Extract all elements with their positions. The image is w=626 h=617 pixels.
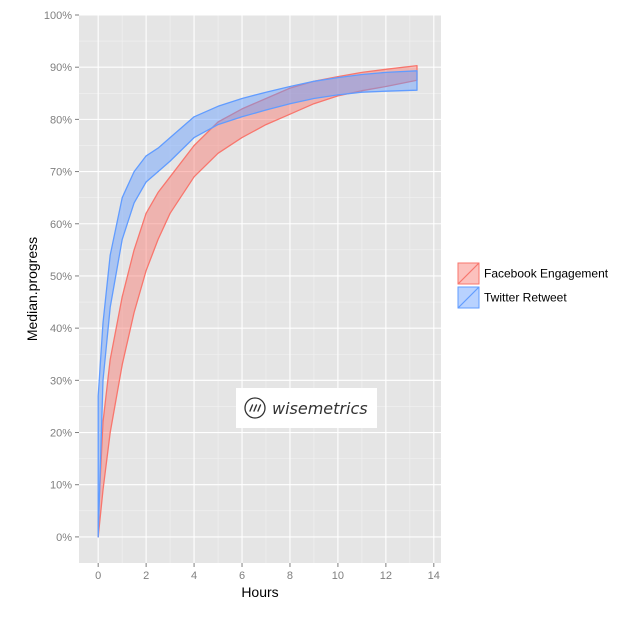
y-tick-label: 50%	[50, 271, 72, 283]
legend-label-facebook: Facebook Engagement	[484, 267, 609, 281]
legend-key-facebook-line	[457, 262, 480, 285]
y-tick-label: 90%	[50, 62, 72, 74]
ribbon-twitter-retweet	[97, 70, 418, 538]
x-tick-label: 8	[287, 570, 293, 582]
watermark-text: wisemetrics	[272, 399, 368, 418]
wisemetrics-logo-icon	[244, 397, 266, 419]
x-axis-title: Hours	[241, 584, 278, 600]
y-tick-label: 20%	[50, 428, 72, 440]
x-tick-label: 14	[428, 570, 440, 582]
x-tick-label: 4	[191, 570, 197, 582]
legend-key-twitter-line	[457, 286, 480, 309]
legend-item-twitter: Twitter Retweet	[457, 286, 567, 309]
y-tick-label: 80%	[50, 114, 72, 126]
legend-label-twitter: Twitter Retweet	[484, 291, 567, 305]
legend: Facebook Engagement Twitter Retweet	[457, 262, 609, 309]
y-tick-label: 40%	[50, 323, 72, 335]
y-tick-label: 70%	[50, 167, 72, 179]
x-tick-label: 12	[380, 570, 392, 582]
x-tick-label: 0	[95, 570, 101, 582]
y-tick-label: 10%	[50, 480, 72, 492]
x-tick-label: 2	[143, 570, 149, 582]
y-tick-label: 30%	[50, 375, 72, 387]
y-tick-label: 100%	[44, 10, 72, 22]
watermark: wisemetrics	[236, 388, 377, 428]
x-tick-label: 10	[332, 570, 344, 582]
y-tick-label: 0%	[56, 532, 72, 544]
wisemetrics-logo-mark	[249, 404, 262, 412]
series-layer	[97, 64, 418, 538]
legend-item-facebook: Facebook Engagement	[457, 262, 609, 285]
axis-layer: 0 2 4 6 8 10 12 14 0% 10% 20% 30% 40% 50% 60% 70% 80% 90%…	[44, 10, 440, 582]
plot-panel	[79, 15, 441, 563]
grid-major	[79, 14, 441, 563]
x-tick-label: 6	[239, 570, 245, 582]
y-tick-label: 60%	[50, 219, 72, 231]
y-axis-title: Median.progress	[24, 237, 40, 341]
